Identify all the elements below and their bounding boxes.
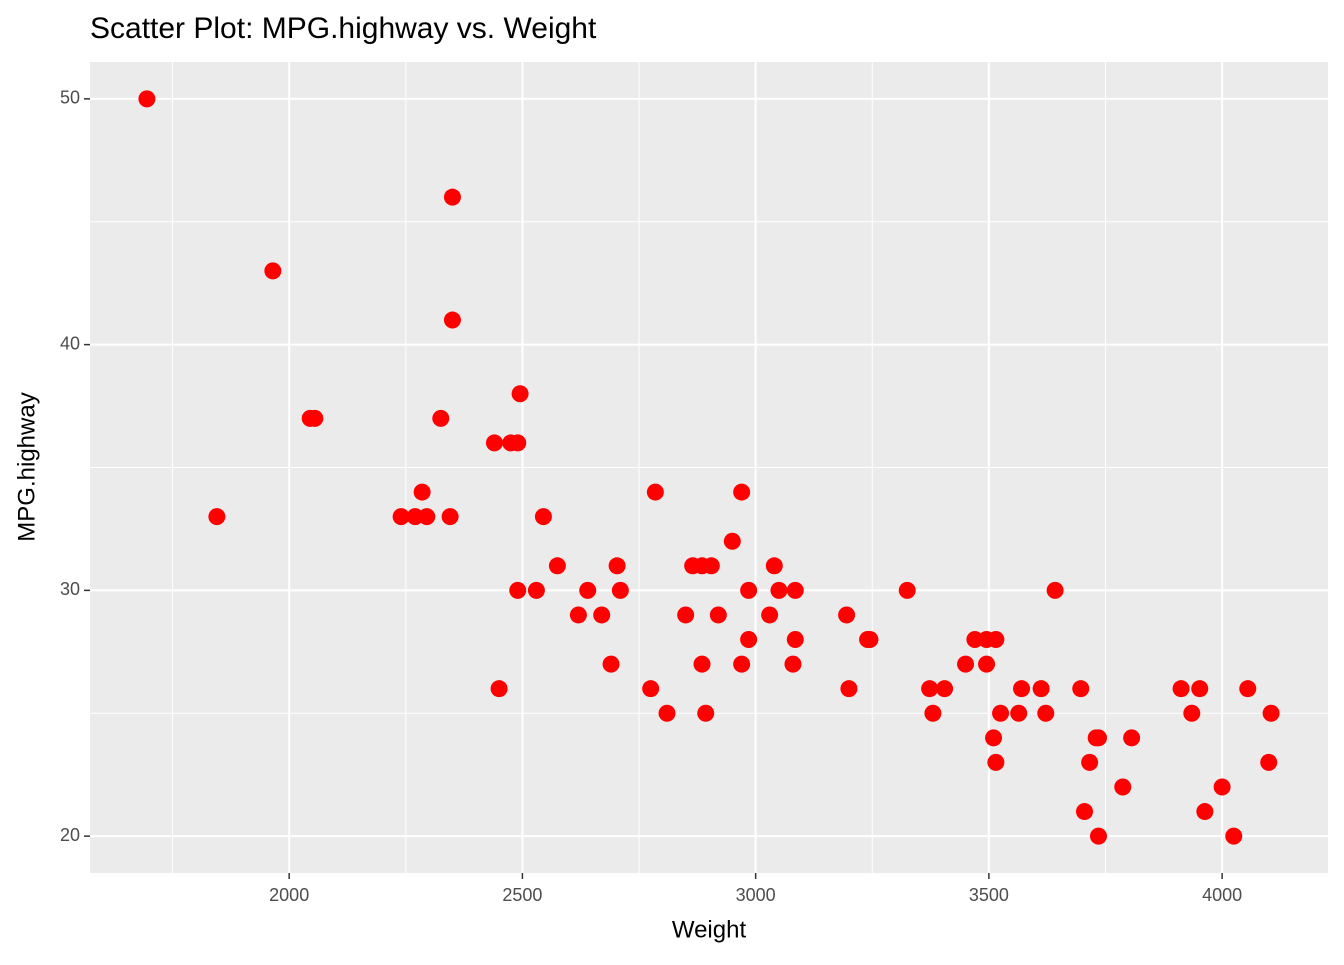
- point: [441, 508, 459, 526]
- point: [978, 655, 996, 673]
- point: [1013, 680, 1031, 698]
- point: [509, 581, 527, 599]
- point: [485, 434, 503, 452]
- point: [992, 704, 1010, 722]
- point: [987, 631, 1005, 649]
- point: [1089, 729, 1107, 747]
- point: [443, 188, 461, 206]
- point: [1037, 704, 1055, 722]
- point: [740, 581, 758, 599]
- x-tick-label: 4000: [1202, 885, 1242, 905]
- point: [1260, 753, 1278, 771]
- point: [646, 483, 664, 501]
- point: [786, 581, 804, 599]
- point: [611, 581, 629, 599]
- point: [740, 631, 758, 649]
- point: [733, 655, 751, 673]
- point: [784, 655, 802, 673]
- point: [702, 557, 720, 575]
- point: [985, 729, 1003, 747]
- point: [569, 606, 587, 624]
- point: [677, 606, 695, 624]
- x-axis-title: Weight: [672, 916, 747, 943]
- point: [1081, 753, 1099, 771]
- point: [548, 557, 566, 575]
- y-tick-label: 30: [60, 579, 80, 599]
- point: [306, 409, 324, 427]
- x-tick-label: 3500: [969, 885, 1009, 905]
- point: [936, 680, 954, 698]
- point: [723, 532, 741, 550]
- point: [511, 385, 529, 403]
- point: [418, 508, 436, 526]
- point: [1076, 803, 1094, 821]
- point: [406, 508, 424, 526]
- point: [579, 581, 597, 599]
- point: [957, 655, 975, 673]
- point: [898, 581, 916, 599]
- point: [1262, 704, 1280, 722]
- y-axis-title: MPG.highway: [13, 392, 40, 541]
- point: [1225, 827, 1243, 845]
- point: [838, 606, 856, 624]
- point: [443, 311, 461, 329]
- point: [1123, 729, 1141, 747]
- point: [765, 557, 783, 575]
- point: [432, 409, 450, 427]
- chart-title: Scatter Plot: MPG.highway vs. Weight: [90, 12, 597, 45]
- point: [413, 483, 431, 501]
- point: [534, 508, 552, 526]
- grid: [90, 62, 1328, 873]
- point: [138, 90, 156, 108]
- y-tick-label: 20: [60, 825, 80, 845]
- y-tick-label: 50: [60, 88, 80, 108]
- point: [1196, 803, 1214, 821]
- point: [733, 483, 751, 501]
- point: [509, 434, 527, 452]
- x-tick-label: 2000: [269, 885, 309, 905]
- point: [966, 631, 984, 649]
- point: [1191, 680, 1209, 698]
- point: [861, 631, 879, 649]
- point: [208, 508, 226, 526]
- point: [697, 704, 715, 722]
- point: [1032, 680, 1050, 698]
- x-tick-label: 2500: [502, 885, 542, 905]
- x-tick-label: 3000: [736, 885, 776, 905]
- point: [761, 606, 779, 624]
- point: [658, 704, 676, 722]
- point: [608, 557, 626, 575]
- point: [1213, 778, 1231, 796]
- point: [987, 753, 1005, 771]
- point: [1239, 680, 1257, 698]
- point: [392, 508, 410, 526]
- point: [1089, 827, 1107, 845]
- point: [642, 680, 660, 698]
- point: [490, 680, 508, 698]
- point: [1046, 581, 1064, 599]
- point: [709, 606, 727, 624]
- point: [1183, 704, 1201, 722]
- point: [924, 704, 942, 722]
- point: [693, 655, 711, 673]
- point: [840, 680, 858, 698]
- point: [1072, 680, 1090, 698]
- point: [1172, 680, 1190, 698]
- points: [138, 90, 1280, 845]
- point: [1010, 704, 1028, 722]
- point: [1114, 778, 1132, 796]
- point: [264, 262, 282, 280]
- point: [921, 680, 939, 698]
- point: [527, 581, 545, 599]
- point: [770, 581, 788, 599]
- point: [602, 655, 620, 673]
- point: [593, 606, 611, 624]
- y-tick-label: 40: [60, 333, 80, 353]
- point: [786, 631, 804, 649]
